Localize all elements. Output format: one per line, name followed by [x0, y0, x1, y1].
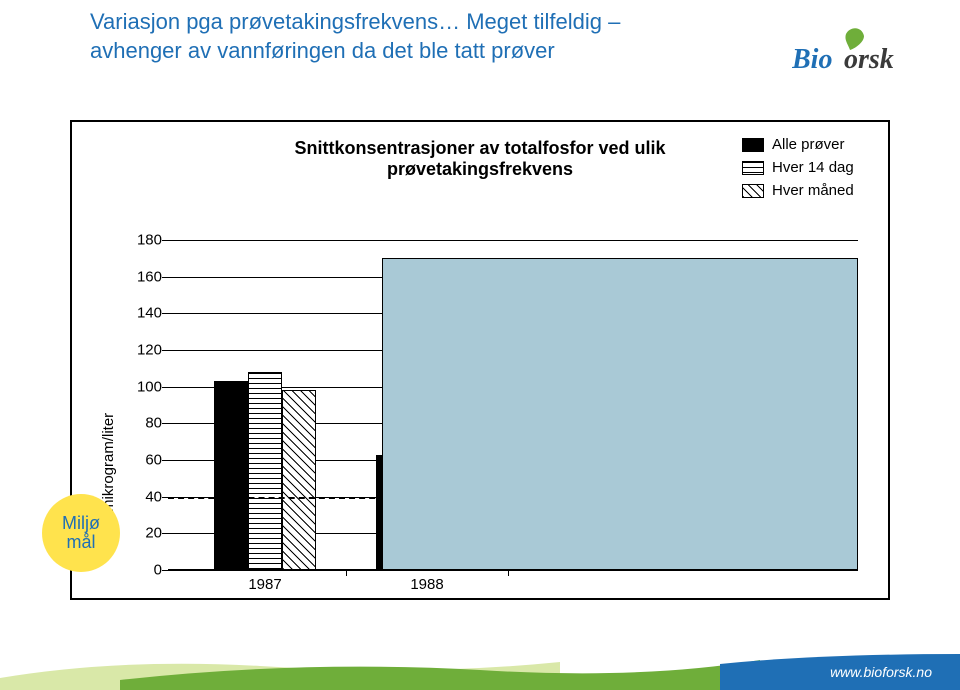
y-tick-label: 140 — [118, 305, 162, 322]
y-tick-label: 80 — [118, 415, 162, 432]
logo-text-bio: Bio — [792, 44, 832, 75]
miljo-line-1: Miljø — [62, 514, 100, 533]
footer: www.bioforsk.no — [0, 654, 960, 690]
x-tick — [508, 570, 509, 576]
y-tick-label: 100 — [118, 378, 162, 395]
grid-line — [168, 570, 858, 571]
slide-root: Variasjon pga prøvetakingsfrekvens… Mege… — [0, 0, 960, 690]
plot-area: 02040608010012014016018019871988 — [168, 240, 858, 570]
x-category-label: 1988 — [410, 576, 443, 593]
bar — [248, 372, 282, 570]
legend-swatch — [742, 138, 764, 152]
y-tick — [162, 570, 168, 571]
bar — [282, 390, 316, 570]
legend-label: Hver 14 dag — [772, 159, 854, 176]
y-tick-label: 0 — [118, 562, 162, 579]
y-axis-label: mikrogram/liter — [100, 413, 117, 512]
slide-title: Variasjon pga prøvetakingsfrekvens… Mege… — [90, 8, 730, 65]
title-line-2: avhenger av vannføringen da det ble tatt… — [90, 38, 555, 63]
bioforsk-logo: Bio orsk — [792, 28, 922, 83]
legend-label: Hver måned — [772, 182, 854, 199]
x-tick — [346, 570, 347, 576]
y-tick — [162, 350, 168, 351]
legend-label: Alle prøver — [772, 136, 845, 153]
y-tick — [162, 387, 168, 388]
legend-item: Alle prøver — [742, 136, 874, 153]
y-tick — [162, 277, 168, 278]
y-tick — [162, 313, 168, 314]
bar — [214, 381, 248, 570]
footer-url: www.bioforsk.no — [822, 654, 940, 690]
legend-swatch — [742, 184, 764, 198]
chart-container: Snittkonsentrasjoner av totalfosfor ved … — [70, 120, 890, 600]
miljo-maal-badge: Miljø mål — [42, 494, 120, 572]
y-tick-label: 40 — [118, 488, 162, 505]
y-tick-label: 20 — [118, 525, 162, 542]
y-tick-label: 60 — [118, 452, 162, 469]
y-tick-label: 160 — [118, 268, 162, 285]
legend-item: Hver måned — [742, 182, 874, 199]
legend-swatch — [742, 161, 764, 175]
y-tick-label: 120 — [118, 342, 162, 359]
y-tick — [162, 423, 168, 424]
miljo-line-2: mål — [66, 533, 95, 552]
x-category-label: 1987 — [248, 576, 281, 593]
y-tick — [162, 533, 168, 534]
grid-line — [168, 240, 858, 241]
y-tick — [162, 240, 168, 241]
logo-text-orsk: orsk — [844, 44, 894, 75]
legend: Alle prøver Hver 14 dag Hver måned — [742, 136, 874, 205]
y-tick — [162, 460, 168, 461]
legend-item: Hver 14 dag — [742, 159, 874, 176]
overlay-panel — [382, 258, 858, 570]
y-tick-label: 180 — [118, 232, 162, 249]
title-line-1: Variasjon pga prøvetakingsfrekvens… Mege… — [90, 9, 620, 34]
